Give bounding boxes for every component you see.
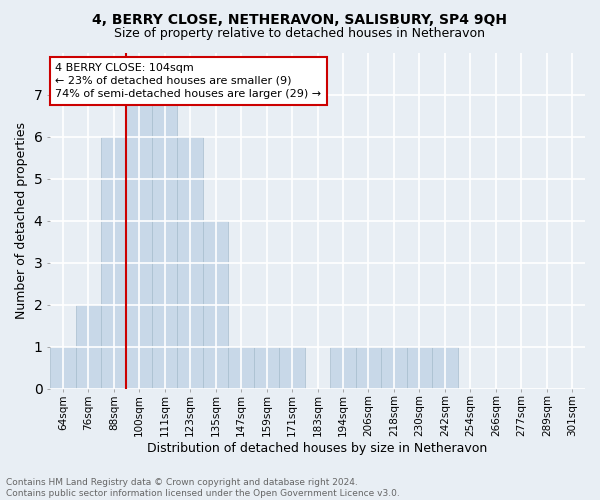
Bar bbox=[76, 304, 101, 389]
Text: Size of property relative to detached houses in Netheravon: Size of property relative to detached ho… bbox=[115, 28, 485, 40]
Bar bbox=[50, 346, 76, 389]
Bar bbox=[101, 136, 127, 389]
Bar bbox=[178, 136, 203, 389]
Bar bbox=[254, 346, 280, 389]
Bar bbox=[229, 346, 254, 389]
Bar bbox=[127, 94, 152, 389]
Bar bbox=[432, 346, 458, 389]
Bar bbox=[152, 94, 178, 389]
Bar bbox=[203, 220, 229, 389]
Text: Contains HM Land Registry data © Crown copyright and database right 2024.
Contai: Contains HM Land Registry data © Crown c… bbox=[6, 478, 400, 498]
Text: 4, BERRY CLOSE, NETHERAVON, SALISBURY, SP4 9QH: 4, BERRY CLOSE, NETHERAVON, SALISBURY, S… bbox=[92, 12, 508, 26]
Bar bbox=[407, 346, 432, 389]
Bar bbox=[381, 346, 407, 389]
Text: 4 BERRY CLOSE: 104sqm
← 23% of detached houses are smaller (9)
74% of semi-detac: 4 BERRY CLOSE: 104sqm ← 23% of detached … bbox=[55, 62, 322, 99]
Bar bbox=[356, 346, 381, 389]
Bar bbox=[330, 346, 356, 389]
Y-axis label: Number of detached properties: Number of detached properties bbox=[15, 122, 28, 319]
Bar bbox=[280, 346, 305, 389]
X-axis label: Distribution of detached houses by size in Netheravon: Distribution of detached houses by size … bbox=[148, 442, 488, 455]
